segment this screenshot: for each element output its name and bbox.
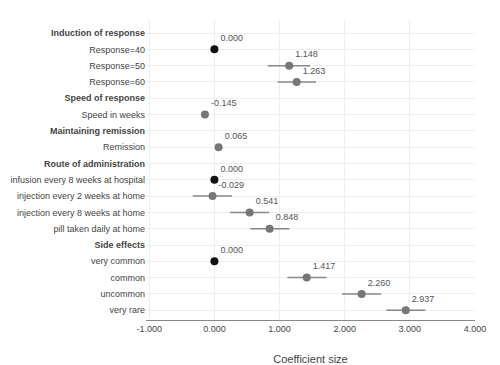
svg-text:-0.145: -0.145 xyxy=(211,98,237,108)
svg-text:Remission: Remission xyxy=(103,142,145,152)
svg-text:0.848: 0.848 xyxy=(276,212,299,222)
svg-text:Response=40: Response=40 xyxy=(89,45,145,55)
svg-text:4.000: 4.000 xyxy=(464,324,487,334)
svg-text:Coefficient size: Coefficient size xyxy=(273,353,347,365)
svg-text:Response=50: Response=50 xyxy=(89,61,145,71)
svg-text:2.260: 2.260 xyxy=(368,278,391,288)
svg-text:Speed of response: Speed of response xyxy=(64,93,145,103)
svg-text:0.000: 0.000 xyxy=(220,245,243,255)
svg-text:Side effects: Side effects xyxy=(94,240,145,250)
svg-text:very common: very common xyxy=(91,256,145,266)
svg-text:uncommon: uncommon xyxy=(100,289,145,299)
svg-text:injection every 8 weeks at hom: injection every 8 weeks at home xyxy=(17,208,145,218)
svg-text:Route of administration: Route of administration xyxy=(44,159,145,169)
svg-text:common: common xyxy=(110,273,145,283)
svg-text:1.417: 1.417 xyxy=(313,261,336,271)
svg-text:Speed in weeks: Speed in weeks xyxy=(81,110,145,120)
svg-text:1.148: 1.148 xyxy=(295,49,318,59)
svg-text:3.000: 3.000 xyxy=(399,324,422,334)
svg-text:2.937: 2.937 xyxy=(412,294,435,304)
svg-text:Maintaining remission: Maintaining remission xyxy=(50,126,145,136)
svg-text:1.000: 1.000 xyxy=(268,324,291,334)
svg-text:Induction of response: Induction of response xyxy=(51,28,145,38)
svg-text:2.000: 2.000 xyxy=(333,324,356,334)
svg-text:Response=60: Response=60 xyxy=(89,77,145,87)
svg-text:1.263: 1.263 xyxy=(303,66,326,76)
svg-text:-1.000: -1.000 xyxy=(136,324,162,334)
svg-text:-0.029: -0.029 xyxy=(219,180,245,190)
svg-text:very rare: very rare xyxy=(109,305,145,315)
svg-text:injection every 2 weeks at hom: injection every 2 weeks at home xyxy=(17,191,145,201)
svg-text:0.541: 0.541 xyxy=(256,196,279,206)
svg-text:0.000: 0.000 xyxy=(220,33,243,43)
svg-text:0.000: 0.000 xyxy=(220,164,243,174)
svg-text:pill taken daily at home: pill taken daily at home xyxy=(53,224,145,234)
svg-text:infusion every 8 weeks at hosp: infusion every 8 weeks at hospital xyxy=(10,175,145,185)
svg-text:0.000: 0.000 xyxy=(203,324,226,334)
svg-text:0.065: 0.065 xyxy=(225,131,248,141)
